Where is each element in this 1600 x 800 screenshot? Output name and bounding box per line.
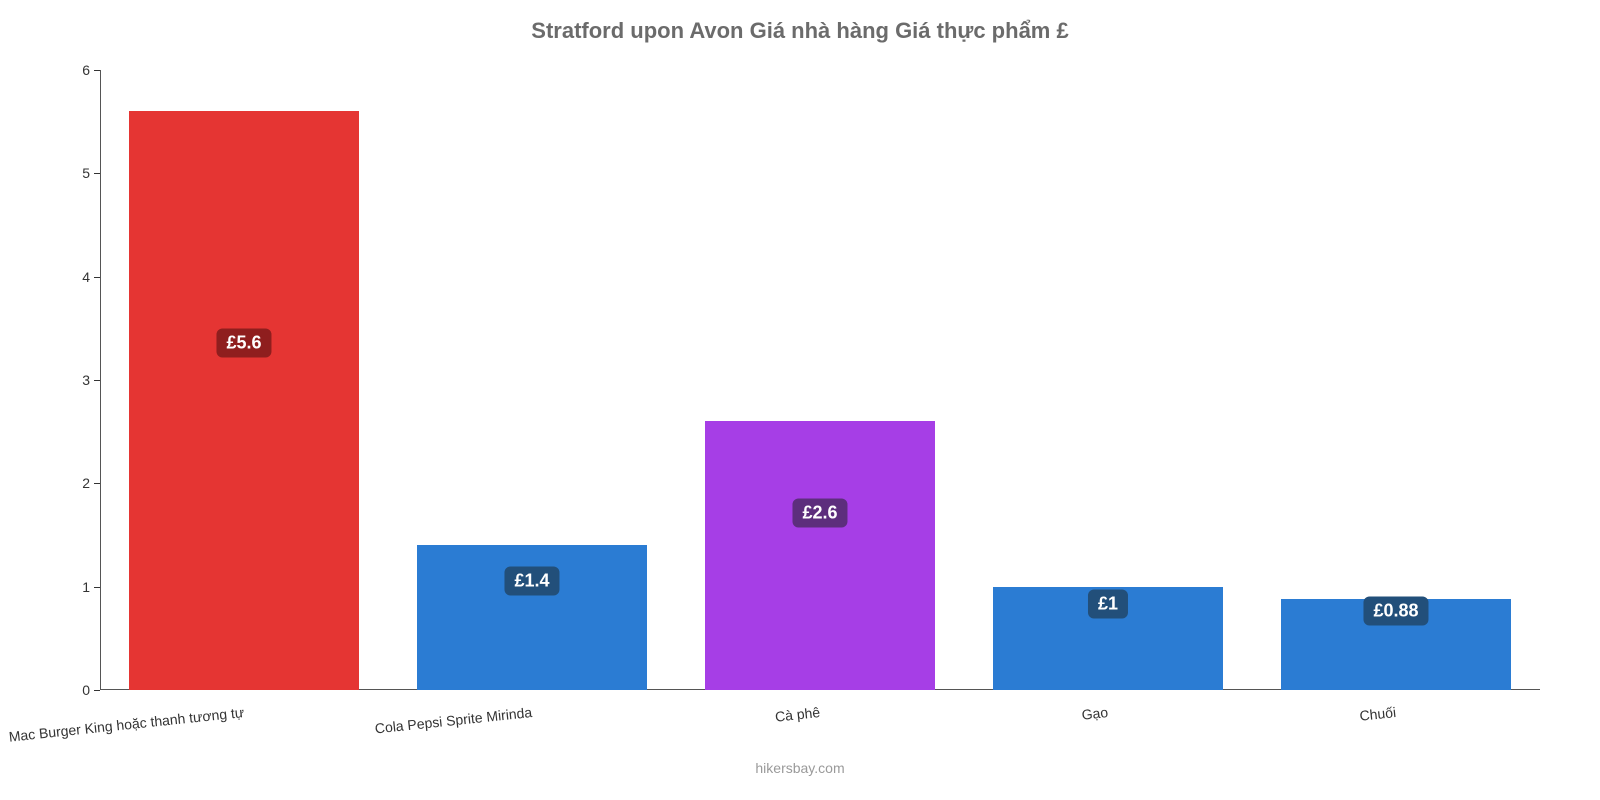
bar-value-label: £1 [1088,590,1128,619]
bars-group: £5.6 £1.4 £2.6 £1 £0.88 [100,70,1540,690]
bar-value-label: £2.6 [792,499,847,528]
plot-area: 0123456 £5.6£1.4£2.6£1£0.88 [100,70,1540,690]
bar-value-label: £0.88 [1363,597,1428,626]
x-tick-label: Cà phê [774,704,821,725]
bar: £2.6 [705,421,935,690]
bar-value-label: £1.4 [504,567,559,596]
y-tick-mark [94,690,100,691]
x-labels-group: Mac Burger King hoặc thanh tương tựCola … [100,704,1540,764]
chart-title: Stratford upon Avon Giá nhà hàng Giá thự… [0,18,1600,44]
x-tick-label: Mac Burger King hoặc thanh tương tự [8,704,245,745]
x-tick-label: Gạo [1081,704,1109,723]
x-tick-label: Cola Pepsi Sprite Mirinda [374,704,533,736]
credit-text: hikersbay.com [0,760,1600,776]
bar: £0.88 [1281,599,1511,690]
bar: £1 [993,587,1223,690]
bar: £5.6 [129,111,359,690]
bar: £1.4 [417,545,647,690]
bar-value-label: £5.6 [216,328,271,357]
x-tick-label: Chuối [1359,704,1397,724]
chart-container: Stratford upon Avon Giá nhà hàng Giá thự… [0,0,1600,800]
